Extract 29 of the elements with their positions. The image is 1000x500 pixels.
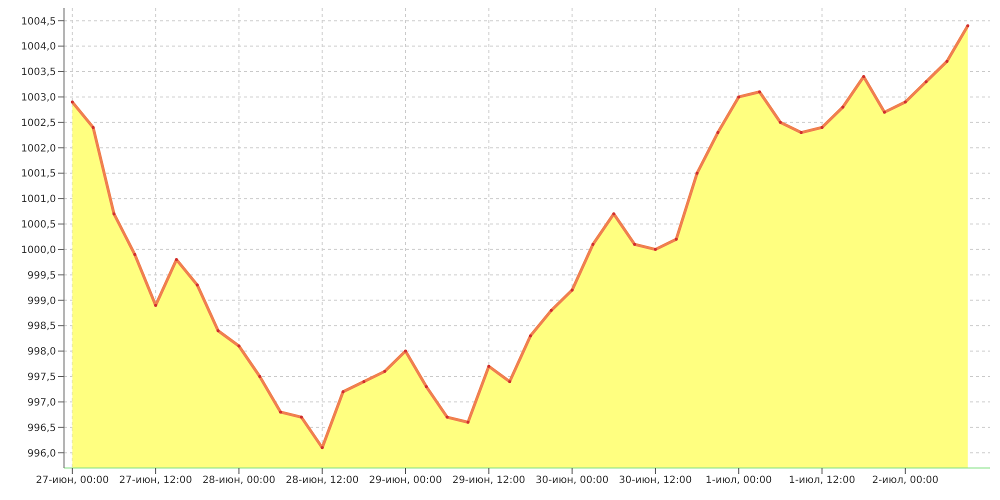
y-tick-label: 1002,5 — [21, 118, 56, 129]
x-tick-label: 30-июн, 12:00 — [618, 475, 692, 486]
x-tick-label: 28-июн, 00:00 — [202, 475, 276, 486]
x-tick-label: 30-июн, 00:00 — [536, 475, 609, 486]
y-tick-label: 1003,5 — [21, 67, 56, 78]
y-tick-label: 1001,5 — [21, 168, 56, 180]
x-tick-label: 1-июл, 00:00 — [705, 475, 772, 486]
y-tick-label: 1003,0 — [21, 92, 56, 104]
x-tick-label: 2-июл, 00:00 — [872, 475, 939, 486]
y-tick-label: 1000,5 — [21, 220, 56, 231]
y-tick-label: 1004,0 — [21, 42, 56, 53]
y-tick-label: 996,5 — [27, 422, 56, 434]
y-tick-label: 1004,5 — [21, 16, 56, 28]
x-tick-label: 29-июн, 00:00 — [369, 475, 442, 486]
y-tick-label: 1000,0 — [21, 244, 56, 256]
y-tick-label: 1001,0 — [21, 194, 56, 206]
x-tick-label: 27-июн, 12:00 — [119, 475, 192, 486]
y-tick-label: 999,5 — [27, 270, 56, 282]
y-tick-label: 996,0 — [27, 448, 56, 460]
y-tick-label: 998,0 — [27, 346, 56, 358]
y-tick-label: 998,5 — [27, 321, 56, 332]
y-tick-label: 997,5 — [27, 372, 56, 384]
y-tick-label: 999,0 — [27, 296, 56, 307]
y-tick-label: 997,0 — [27, 397, 56, 408]
x-tick-label: 28-июн, 12:00 — [286, 475, 359, 486]
x-tick-label: 29-июн, 12:00 — [452, 475, 526, 486]
y-tick-label: 1002,0 — [21, 143, 56, 154]
x-tick-label: 1-июл, 12:00 — [788, 475, 856, 486]
x-tick-label: 27-июн, 00:00 — [36, 475, 109, 486]
